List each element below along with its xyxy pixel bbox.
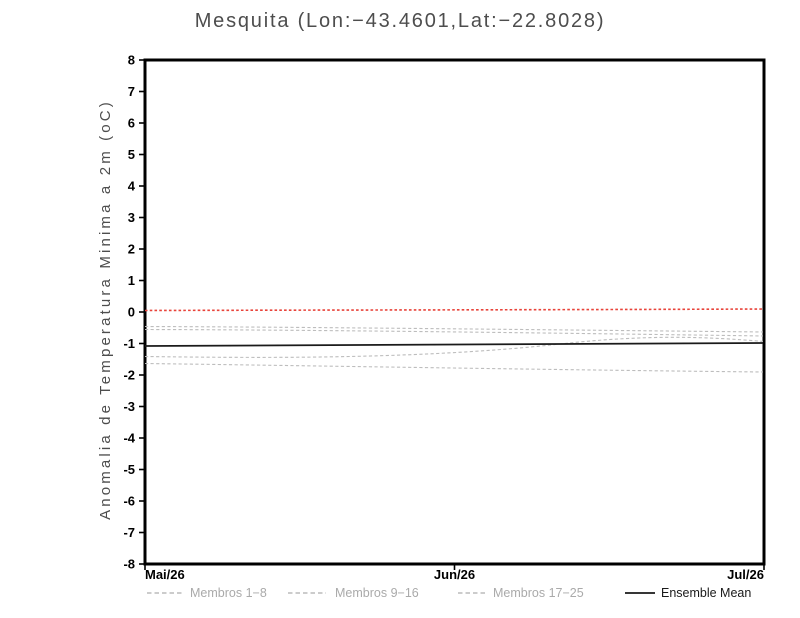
svg-text:Jul/26: Jul/26 — [727, 567, 764, 582]
svg-text:3: 3 — [128, 210, 135, 225]
svg-text:Mai/26: Mai/26 — [145, 567, 185, 582]
svg-text:0: 0 — [128, 305, 135, 320]
svg-text:-4: -4 — [123, 431, 135, 446]
svg-text:Membros 9−16: Membros 9−16 — [335, 586, 419, 600]
svg-text:Jun/26: Jun/26 — [434, 567, 475, 582]
svg-text:-3: -3 — [123, 399, 135, 414]
svg-text:-1: -1 — [123, 336, 135, 351]
svg-text:Membros 1−8: Membros 1−8 — [190, 586, 267, 600]
svg-text:-8: -8 — [123, 557, 135, 572]
svg-text:Ensemble Mean: Ensemble Mean — [661, 586, 751, 600]
svg-text:-6: -6 — [123, 494, 135, 509]
svg-text:2: 2 — [128, 242, 135, 257]
svg-text:-2: -2 — [123, 368, 135, 383]
svg-text:6: 6 — [128, 116, 135, 131]
svg-text:8: 8 — [128, 53, 135, 68]
svg-text:-7: -7 — [123, 525, 135, 540]
svg-text:5: 5 — [128, 147, 135, 162]
svg-text:4: 4 — [128, 179, 136, 194]
svg-text:1: 1 — [128, 273, 135, 288]
svg-text:7: 7 — [128, 84, 135, 99]
svg-text:Membros 17−25: Membros 17−25 — [493, 586, 584, 600]
svg-text:-5: -5 — [123, 462, 135, 477]
